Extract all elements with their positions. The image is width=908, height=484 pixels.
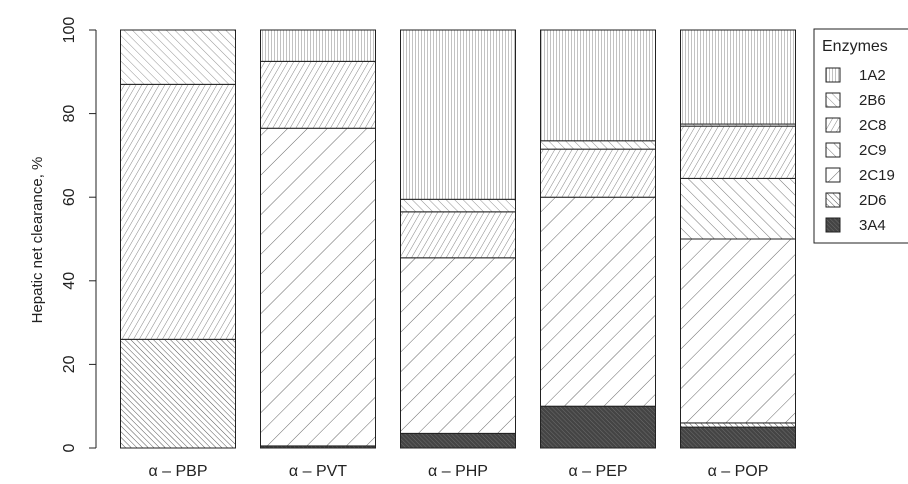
bar-outline: [680, 29, 796, 449]
y-tick-label: 0: [61, 443, 78, 452]
bar-segment: [120, 83, 236, 340]
bar-segment: [120, 338, 236, 449]
bars: [120, 29, 796, 449]
legend-box: [813, 28, 908, 244]
x-category-label: α – PEP: [568, 463, 627, 480]
legend-label: 2D6: [859, 192, 887, 209]
x-category-label: α – PBP: [148, 463, 207, 480]
x-axis-labels: α – PBP α – PVT α – PHP α – PEP α – POP: [148, 463, 768, 480]
legend-item: 2C19: [825, 167, 895, 184]
bar-segment: [680, 29, 796, 125]
bar-segment: [260, 127, 376, 447]
bar-segment: [680, 426, 796, 449]
bar-segment: [260, 60, 376, 129]
bar-segment: [400, 211, 516, 259]
legend-swatch: [825, 217, 841, 233]
y-tick-label: 100: [61, 17, 78, 44]
legend-label: 2B6: [859, 92, 886, 109]
legend-item: 3A4: [825, 217, 886, 234]
legend-item: 2C9: [825, 142, 887, 159]
legend-label: 2C9: [859, 142, 887, 159]
bar-segment: [680, 238, 796, 424]
legend-swatch: [825, 192, 841, 208]
y-axis-title: Hepatic net clearance, %: [29, 157, 46, 324]
legend-label: 2C8: [859, 117, 887, 134]
legend-swatch: [825, 92, 841, 108]
bar-stack: [680, 29, 796, 449]
bar-outline: [400, 29, 516, 449]
legend-title: Enzymes: [822, 38, 888, 55]
legend-label: 1A2: [859, 67, 886, 84]
bar-outline: [120, 29, 236, 449]
bar-segment: [400, 432, 516, 449]
x-category-label: α – POP: [708, 463, 769, 480]
legend-label: 2C19: [859, 167, 895, 184]
bar-segment: [680, 125, 796, 179]
legend-swatch: [825, 117, 841, 133]
bar-stack: [400, 29, 516, 449]
legend-item: 2B6: [825, 92, 886, 109]
bar-outline: [260, 29, 376, 449]
bar-segment: [120, 29, 236, 85]
legend-swatch: [825, 67, 841, 83]
bar-stack: [540, 29, 656, 449]
bar-stack: [260, 29, 376, 449]
bar-segment: [540, 196, 656, 407]
x-category-label: α – PHP: [428, 463, 488, 480]
y-tick-label: 80: [61, 105, 78, 123]
legend-swatch: [825, 167, 841, 183]
y-tick-label: 40: [61, 272, 78, 290]
x-category-label: α – PVT: [289, 463, 347, 480]
legend-items: 1A2 2B6 2C8 2C9 2C19 2D6 3A4: [825, 67, 895, 234]
y-tick-label: 60: [61, 188, 78, 206]
bar-stack: [120, 29, 236, 449]
bar-segment: [680, 177, 796, 240]
bar-segment: [540, 140, 656, 150]
legend: Enzymes 1A2 2B6 2C8 2C9 2C19 2D6 3A4: [813, 28, 908, 244]
legend-item: 2D6: [825, 192, 887, 209]
bar-segment: [540, 405, 656, 449]
bar-segment: [400, 29, 516, 200]
bar-segment: [400, 198, 516, 213]
bar-segment: [680, 422, 796, 428]
legend-swatch: [825, 142, 841, 158]
legend-item: 2C8: [825, 117, 887, 134]
y-axis: 0 20 40 60 80 100: [61, 17, 97, 452]
bar-segment: [540, 148, 656, 198]
legend-label: 3A4: [859, 217, 886, 234]
y-tick-label: 20: [61, 355, 78, 373]
bar-outline: [540, 29, 656, 449]
bar-segment: [540, 29, 656, 142]
legend-item: 1A2: [825, 67, 886, 84]
bar-segment: [260, 29, 376, 62]
bar-segment: [400, 257, 516, 434]
